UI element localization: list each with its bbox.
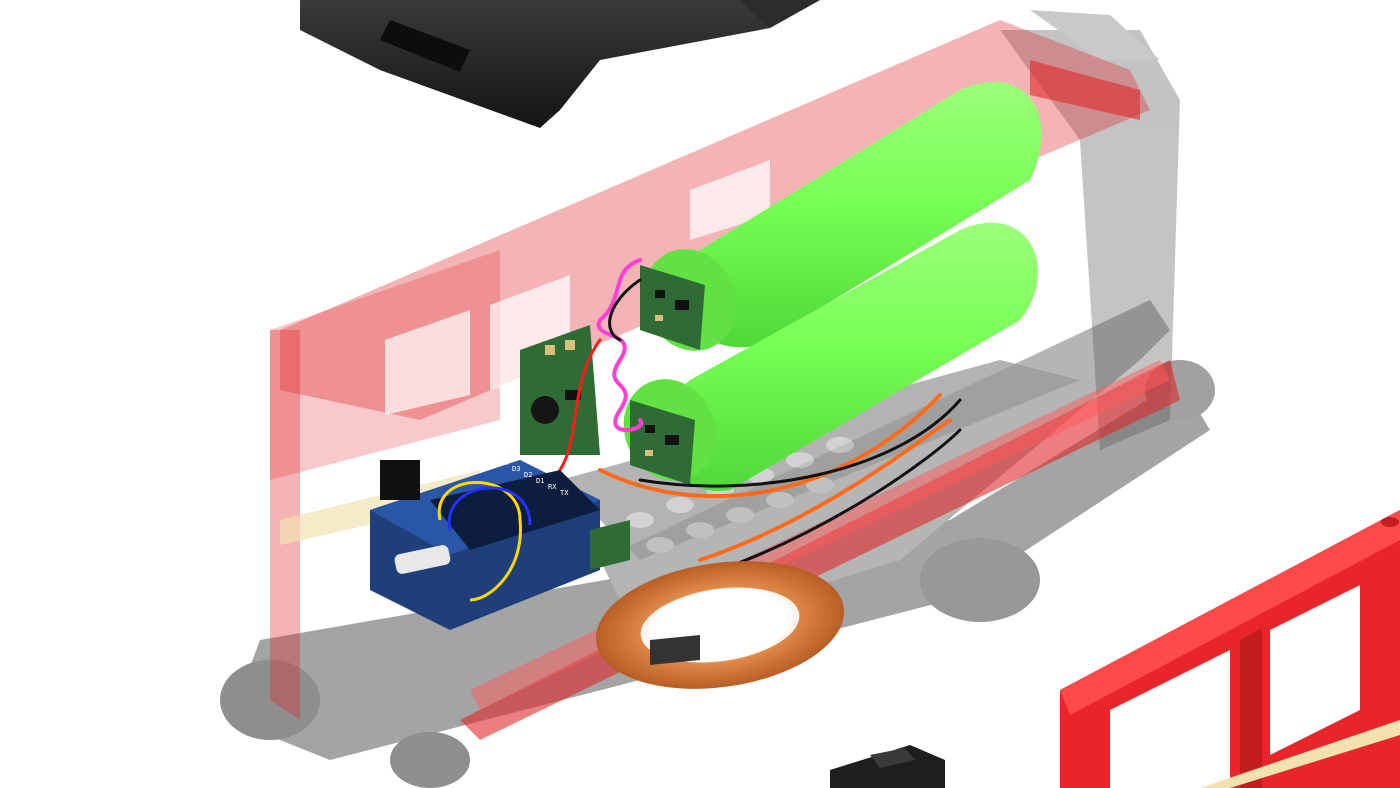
roof-brick: [300, 0, 820, 128]
wagon-back-wall: [1000, 10, 1180, 450]
wireless-charging-coil: [595, 561, 845, 689]
bottom-black-brick: [830, 745, 945, 788]
pin-label-rx: RX: [548, 483, 557, 491]
boost-converter-board: [520, 325, 600, 455]
pin-label-g: G: [488, 453, 492, 461]
pin-label-d4: D4: [500, 459, 508, 467]
pin-label-tx: TX: [560, 489, 569, 497]
pin-label-5v: 5V: [476, 447, 485, 455]
pin-label-d2: D2: [524, 471, 532, 479]
pin-label-d3: D3: [512, 465, 520, 473]
pin-label-d1: D1: [536, 477, 544, 485]
protection-board-bottom: [630, 400, 695, 485]
wiring: [558, 258, 962, 582]
red-side-panel: [1060, 510, 1400, 788]
protection-board-top: [640, 265, 705, 350]
microcontroller-module: TX RX D1 D2 D3 D4 G 5V: [370, 447, 630, 630]
